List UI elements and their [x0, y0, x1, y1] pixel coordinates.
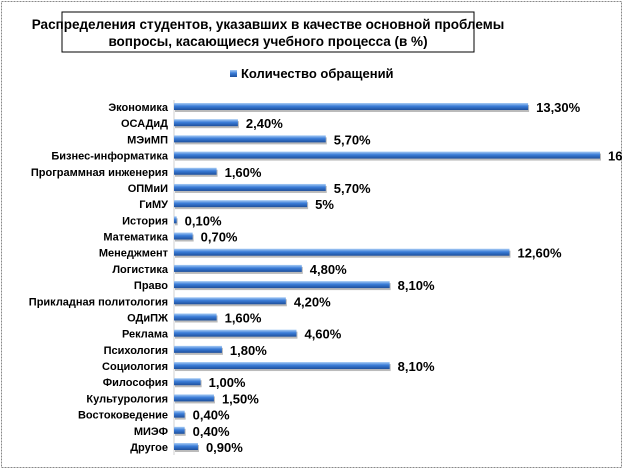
category-label: История: [122, 215, 168, 227]
category-label: Востоковедение: [78, 410, 168, 422]
data-label: 4,80%: [310, 262, 347, 277]
legend-label: Количество обращений: [241, 66, 394, 81]
data-label: 2,40%: [246, 116, 283, 131]
data-label: 0,40%: [193, 408, 230, 423]
bar: [174, 329, 297, 337]
category-label: Экономика: [108, 102, 169, 114]
bar: [174, 200, 308, 208]
bar: [174, 151, 600, 159]
data-label: 1,60%: [225, 310, 262, 325]
bar: [174, 313, 217, 321]
bar: [174, 119, 238, 127]
bar: [174, 362, 390, 370]
bar: [174, 232, 193, 240]
category-label: Менеджмент: [99, 248, 169, 260]
category-label: Математика: [103, 232, 169, 244]
bar: [174, 426, 185, 434]
data-label: 1,60%: [225, 165, 262, 180]
bar: [174, 264, 302, 272]
data-label: 1,50%: [222, 391, 259, 406]
category-label: ГиМУ: [139, 199, 168, 211]
bar: [174, 248, 510, 256]
category-label: Прикладная политология: [29, 296, 168, 308]
category-label: ОДиПЖ: [127, 312, 168, 324]
bar: [174, 216, 177, 224]
category-label: Другое: [130, 442, 168, 454]
data-label: 5,70%: [334, 132, 371, 147]
data-label: 4,60%: [304, 327, 341, 342]
data-label: 0,70%: [201, 230, 238, 245]
bar: [174, 103, 529, 110]
bar: [174, 394, 214, 402]
category-label: Философия: [103, 377, 168, 389]
chart-title-line-1: Распределения студентов, указавших в кач…: [32, 17, 505, 32]
category-label: МИЭФ: [134, 426, 168, 438]
data-label: 5,70%: [334, 181, 371, 196]
category-label: Культурология: [86, 393, 168, 405]
category-label: ОПМиИ: [128, 183, 168, 195]
category-label: Психология: [104, 345, 168, 357]
data-label: 13,30%: [536, 100, 581, 115]
bar: [174, 183, 326, 191]
bar: [174, 443, 198, 450]
category-label: Бизнес-информатика: [51, 151, 168, 163]
category-label: Реклама: [122, 329, 169, 341]
legend-swatch: [230, 70, 237, 77]
category-label: ОСАДиД: [121, 118, 168, 130]
bar: [174, 378, 201, 386]
chart-title-line-2: вопросы, касающиеся учебного процесса (в…: [108, 34, 427, 49]
category-label: Логистика: [112, 264, 169, 276]
data-label: 0,90%: [206, 440, 243, 455]
bar: [174, 135, 326, 143]
category-label: Социология: [102, 361, 168, 373]
data-label: 0,10%: [185, 213, 222, 228]
category-label: МЭиМП: [127, 134, 168, 146]
title-box: [61, 11, 475, 53]
data-label: 0,40%: [193, 424, 230, 439]
category-label: Право: [134, 280, 168, 292]
data-label: 5%: [315, 197, 334, 212]
category-label: Программная инженерия: [31, 167, 168, 179]
bar: [174, 167, 217, 175]
data-label: 8,10%: [398, 359, 435, 374]
bar: [174, 281, 390, 289]
data-label: 1,80%: [230, 343, 267, 358]
data-label: 12,60%: [517, 246, 562, 261]
data-label: 1,00%: [209, 375, 246, 390]
bar: [174, 410, 185, 418]
data-label: 16,00%: [608, 149, 623, 164]
bar: [174, 345, 222, 353]
data-label: 4,20%: [294, 294, 331, 309]
data-label: 8,10%: [398, 278, 435, 293]
bar: [174, 297, 286, 305]
